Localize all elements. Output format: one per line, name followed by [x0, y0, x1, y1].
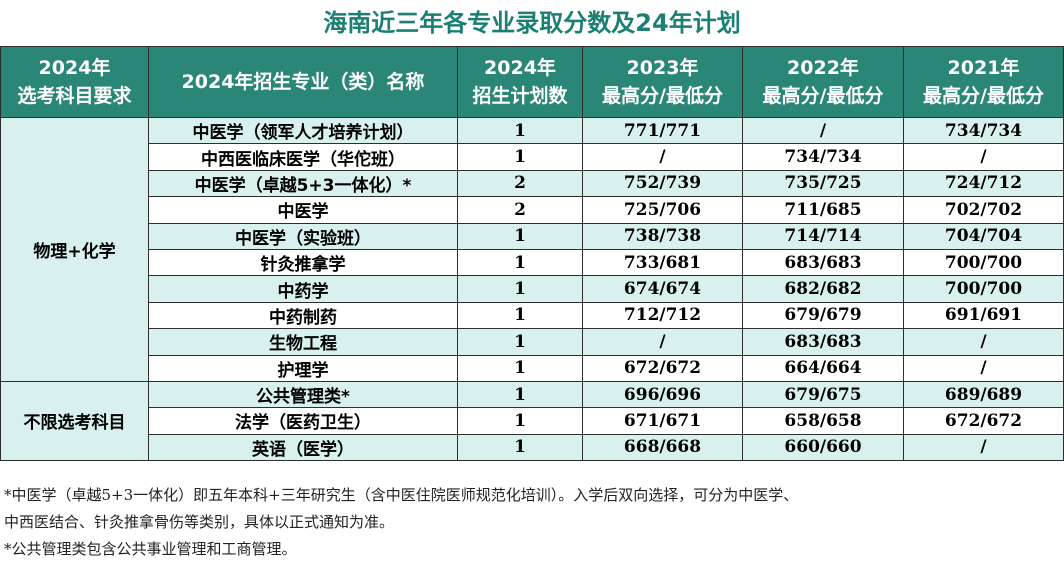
score-2022-cell: 734/734: [742, 143, 904, 171]
plan-cell: 1: [457, 143, 583, 171]
table-row: 护理学 1 672/672 664/664/: [1, 354, 1064, 382]
major-cell: 中医学（实验班）: [148, 222, 458, 250]
score-2022-cell: 714/714: [742, 222, 904, 250]
score-2023-cell: 674/674: [582, 275, 743, 303]
header-row: 2024年 选考科目要求 2024年招生专业（类）名称 2024年 招生计划数 20…: [0, 46, 1064, 118]
score-2023-cell: 668/668: [582, 433, 743, 462]
plan-cell: 1: [457, 433, 583, 462]
score-2021-cell: 724/712: [903, 169, 1064, 198]
table-row: 中医学（卓越5+3一体化）* 2 752/739 735/725 724/712: [1, 169, 1064, 198]
score-2022-cell: 683/683: [742, 328, 904, 356]
table-row: 中药学 1 674/674 682/682 700/700: [1, 275, 1064, 303]
plan-cell: 2: [457, 169, 583, 198]
score-2022-cell: 658/658: [742, 407, 904, 435]
score-2023-cell: 738/738: [582, 222, 743, 250]
score-2023-cell: 733/681: [582, 248, 743, 277]
score-2021-cell: /: [903, 143, 1064, 171]
score-2022-cell: 660/660: [742, 433, 904, 462]
score-2022-cell: 679/675: [742, 380, 904, 409]
footnotes: *中医学（卓越5+3一体化）即五年本科+三年研究生（含中医住院医师规范化培训）。…: [4, 482, 1060, 563]
major-cell: 法学（医药卫生）: [148, 407, 458, 435]
table-row: 英语（医学） 1 668/668 660/660/: [1, 433, 1064, 462]
table-body: 物理+化学 中医学（领军人才培养计划） 1 771/771/734/734 中西医临床医…: [0, 116, 1064, 462]
score-2021-cell: /: [903, 354, 1064, 382]
major-cell: 中药学: [148, 275, 458, 303]
score-2021-cell: 704/704: [903, 222, 1064, 250]
score-2022-cell: 683/683: [742, 248, 904, 277]
table-row: 中医学 2 725/706 711/685 702/702: [1, 196, 1064, 224]
page-title: 海南近三年各专业录取分数及24年计划: [323, 9, 741, 37]
plan-cell: 1: [457, 248, 583, 277]
score-2023-cell: /: [582, 328, 743, 356]
major-cell: 针灸推拿学: [148, 248, 458, 277]
plan-cell: 1: [457, 407, 583, 435]
footnote-line: *公共管理类包含公共事业管理和工商管理。: [4, 540, 297, 558]
table-row: 物理+化学 中医学（领军人才培养计划） 1 771/771/734/734: [0, 116, 1064, 382]
score-2023-cell: 752/739: [582, 169, 743, 198]
major-cell: 中西医临床医学（华佗班）: [148, 143, 458, 171]
score-2021-cell: /: [903, 328, 1064, 356]
plan-cell: 1: [457, 354, 583, 382]
score-2022-cell: 735/725: [742, 169, 904, 198]
major-cell: 中医学（领军人才培养计划）: [148, 116, 458, 145]
plan-cell: 2: [457, 196, 583, 224]
header-plan: 2024年 招生计划数: [457, 46, 583, 118]
score-2023-cell: 696/696: [582, 380, 743, 409]
footnote-line: 中西医结合、针灸推拿骨伤等类别，具体以正式通知为准。: [4, 513, 395, 531]
table-row: 中医学（实验班） 1 738/738 714/714 704/704: [1, 222, 1064, 250]
header-major: 2024年招生专业（类）名称: [148, 46, 458, 118]
score-2022-cell: 711/685: [742, 196, 904, 224]
score-2021-cell: 700/700: [903, 275, 1064, 303]
requirement-cell: 物理+化学: [0, 117, 149, 382]
score-2023-cell: 712/712: [582, 301, 743, 330]
plan-cell: 1: [457, 328, 583, 356]
table-row: 法学（医药卫生） 1 671/671 658/658 672/672: [1, 407, 1064, 435]
table-row: 针灸推拿学 1 733/681 683/683 700/700: [1, 248, 1064, 277]
header-2022: 2022年 最高分/最低分: [742, 46, 904, 118]
score-2021-cell: /: [903, 433, 1064, 462]
major-cell: 英语（医学）: [148, 433, 458, 462]
header-2023: 2023年 最高分/最低分: [582, 46, 743, 118]
major-cell: 中医学: [148, 196, 458, 224]
score-2021-cell: 672/672: [903, 407, 1064, 435]
score-2021-cell: 689/689: [903, 380, 1064, 409]
table-row: 不限选考科目 公共管理类* 1 696/696 679/675 689/689: [0, 380, 1064, 462]
major-cell: 生物工程: [148, 328, 458, 356]
score-2022-cell: 679/679: [742, 301, 904, 330]
score-2023-cell: 771/771: [582, 116, 743, 145]
score-2021-cell: 734/734: [903, 116, 1064, 145]
major-cell: 护理学: [148, 354, 458, 382]
score-2022-cell: 682/682: [742, 275, 904, 303]
major-cell: 公共管理类*: [148, 380, 458, 409]
score-2023-cell: 671/671: [582, 407, 743, 435]
admission-table: 2024年 选考科目要求 2024年招生专业（类）名称 2024年 招生计划数 20…: [0, 46, 1064, 462]
major-cell: 中药制药: [148, 301, 458, 330]
table-row: 中西医临床医学（华佗班） 1/734/734/: [1, 143, 1064, 171]
header-2021: 2021年 最高分/最低分: [903, 46, 1064, 118]
plan-cell: 1: [457, 301, 583, 330]
requirement-cell: 不限选考科目: [0, 380, 149, 462]
score-2022-cell: 664/664: [742, 354, 904, 382]
score-2021-cell: 702/702: [903, 196, 1064, 224]
score-2021-cell: 691/691: [903, 301, 1064, 330]
score-2023-cell: /: [582, 143, 743, 171]
plan-cell: 1: [457, 116, 583, 145]
table-row: 生物工程 1/683/683/: [1, 328, 1064, 356]
score-2021-cell: 700/700: [903, 248, 1064, 277]
major-cell: 中医学（卓越5+3一体化）*: [148, 169, 458, 198]
score-2023-cell: 672/672: [582, 354, 743, 382]
plan-cell: 1: [457, 222, 583, 250]
table-row: 中药制药 1 712/712 679/679 691/691: [1, 301, 1064, 330]
plan-cell: 1: [457, 380, 583, 409]
plan-cell: 1: [457, 275, 583, 303]
footnote-line: *中医学（卓越5+3一体化）即五年本科+三年研究生（含中医住院医师规范化培训）。…: [4, 486, 799, 504]
score-2023-cell: 725/706: [582, 196, 743, 224]
header-requirement: 2024年 选考科目要求: [0, 46, 149, 118]
score-2022-cell: /: [742, 116, 904, 145]
